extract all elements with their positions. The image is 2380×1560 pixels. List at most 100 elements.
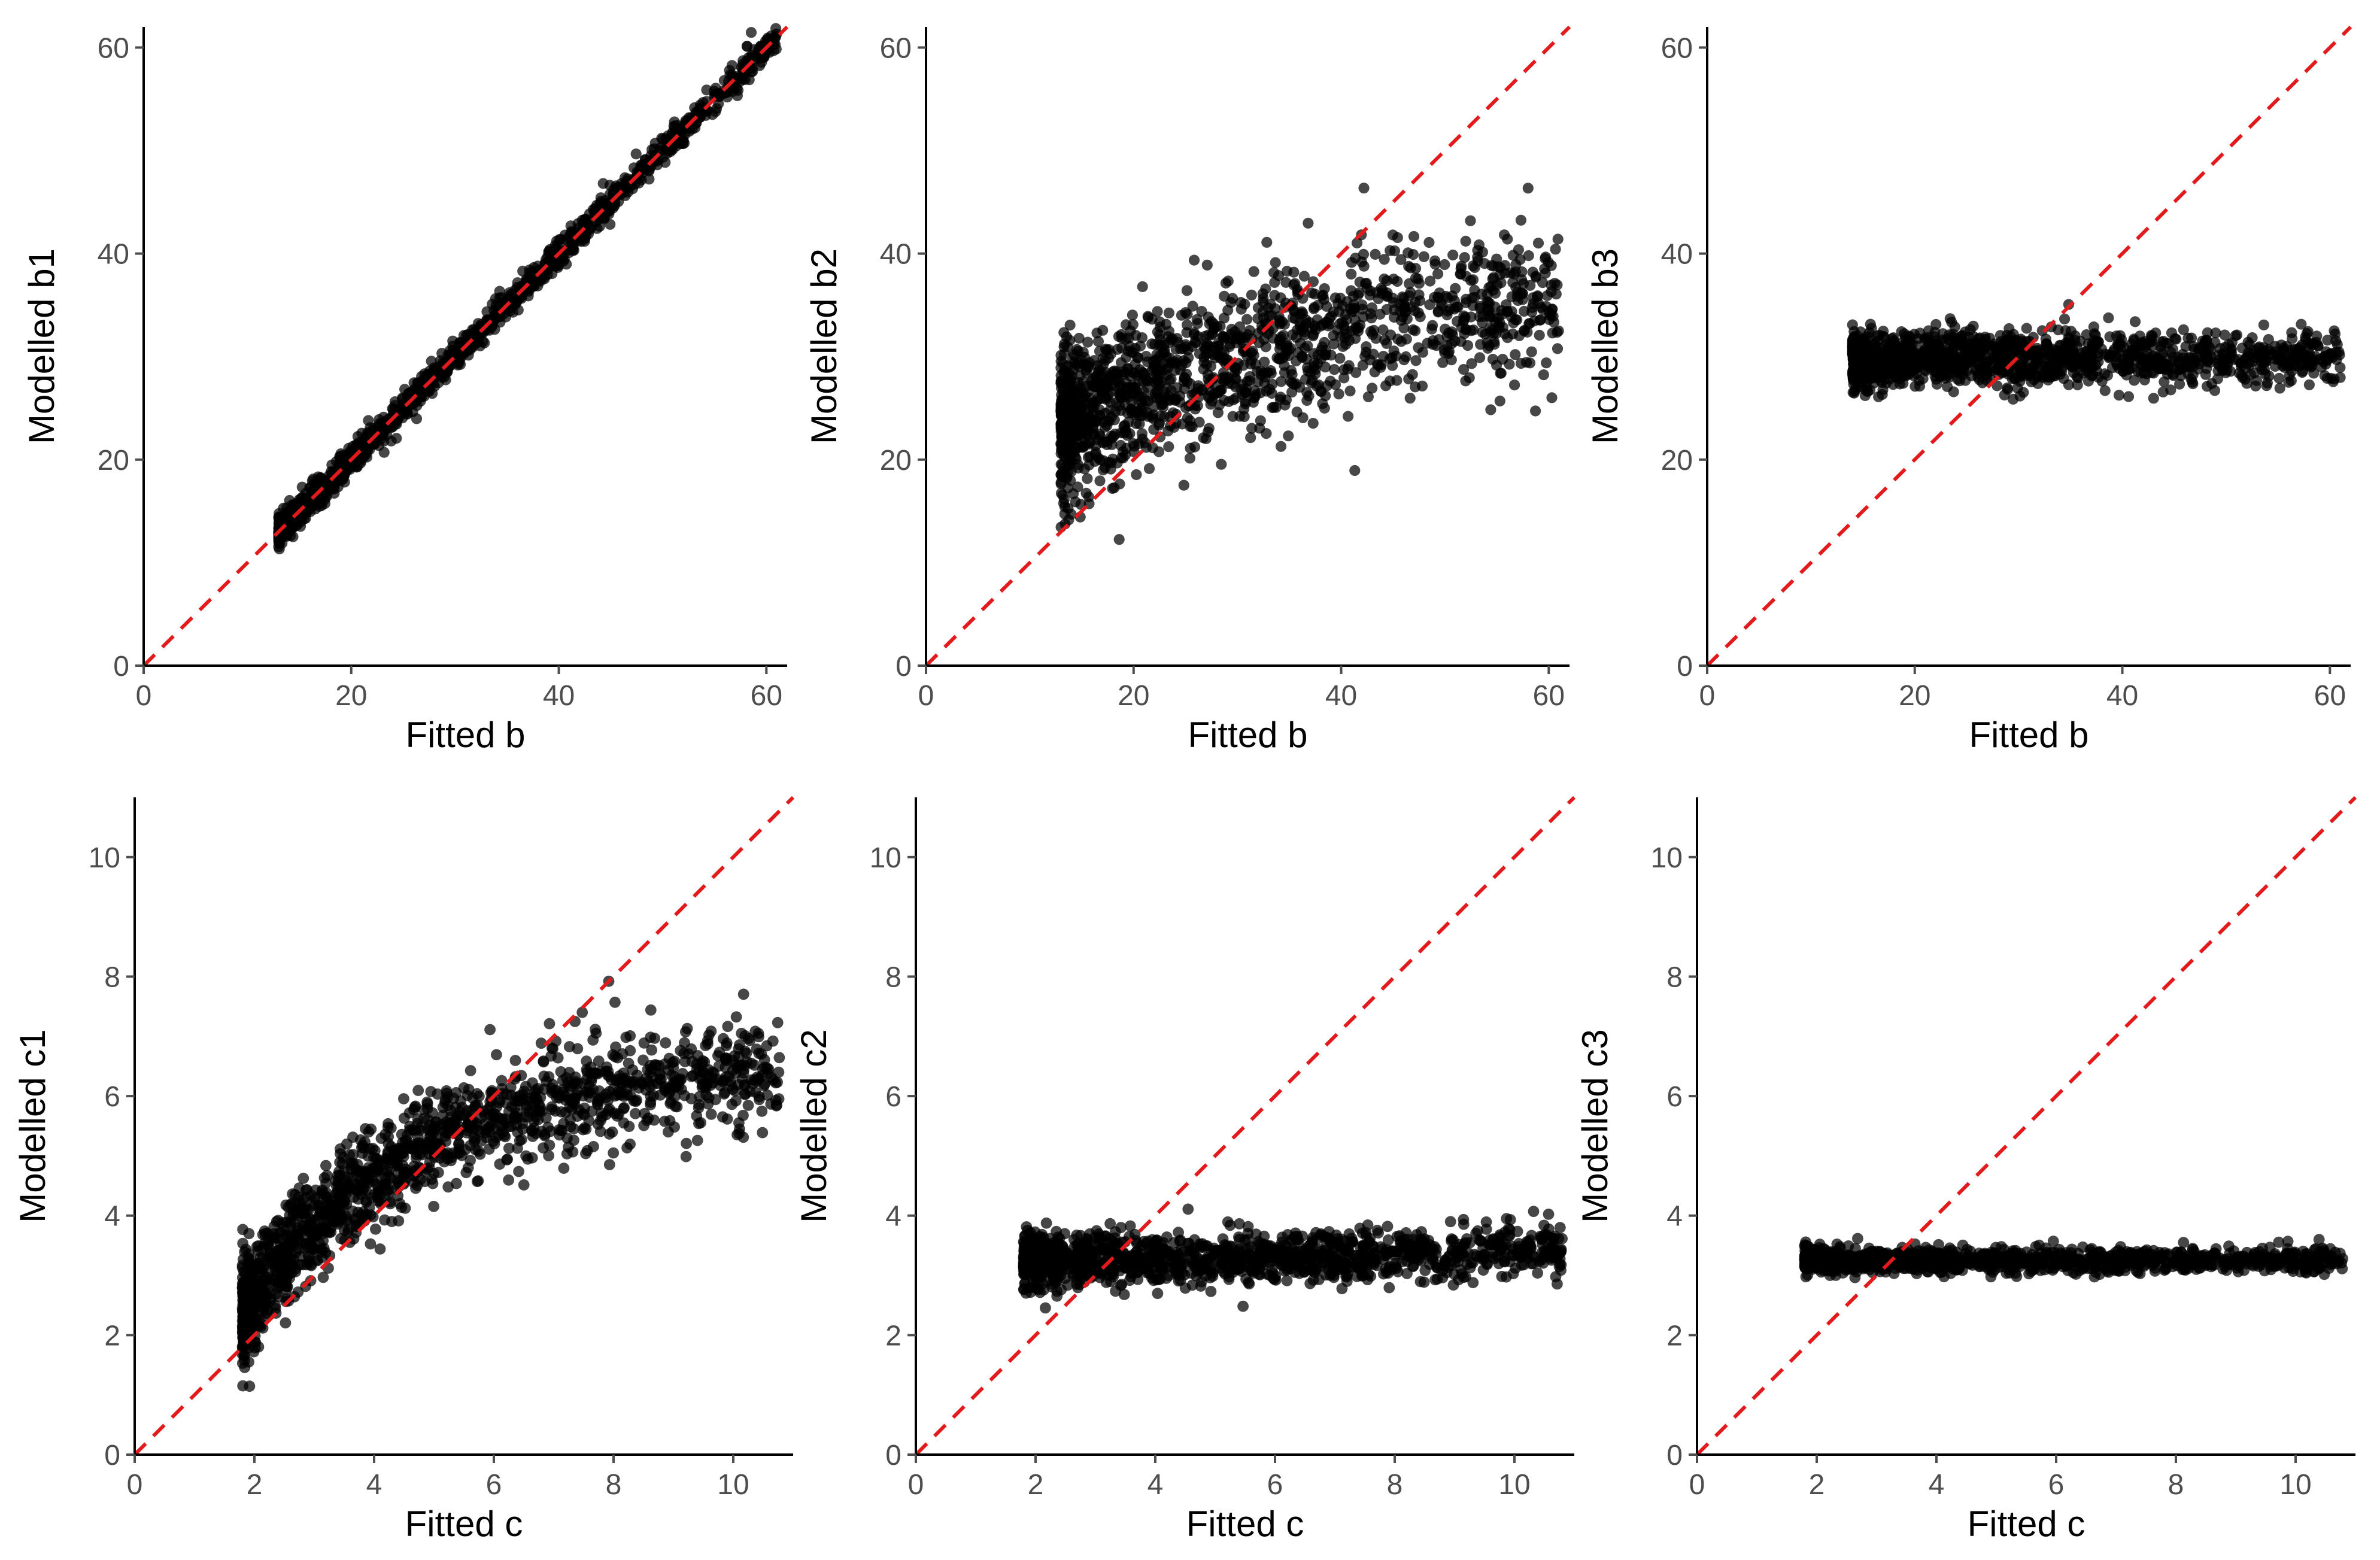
scatter-point — [1266, 368, 1277, 379]
scatter-point — [1137, 332, 1148, 343]
scatter-point — [1449, 303, 1460, 314]
scatter-point — [2209, 385, 2220, 396]
scatter-point — [1182, 327, 1192, 338]
scatter-point — [2308, 339, 2318, 350]
scatter-point — [1295, 338, 1306, 348]
scatter-point — [1113, 331, 1124, 342]
scatter-point — [1185, 453, 1195, 463]
scatter-point — [521, 274, 532, 284]
scatter-point — [1911, 341, 1922, 351]
scatter-point — [2243, 358, 2254, 369]
scatter-point — [1283, 430, 1294, 441]
y-tick-label: 60 — [98, 32, 129, 64]
scatter-point — [1499, 329, 1510, 339]
scatter-point — [1204, 423, 1215, 434]
scatter-point — [1154, 329, 1165, 340]
scatter-point — [738, 989, 749, 1000]
scatter-point — [1876, 347, 1887, 358]
scatter-point — [1495, 368, 1506, 379]
scatter-point — [759, 51, 770, 62]
scatter-point — [1130, 343, 1141, 354]
scatter-point — [1396, 315, 1407, 326]
scatter-point — [2014, 344, 2025, 354]
scatter-point — [1446, 326, 1457, 337]
scatter-point — [1403, 374, 1414, 384]
x-axis-title: Fitted b — [1969, 715, 2088, 755]
scatter-point — [1106, 457, 1116, 468]
scatter-point — [1401, 333, 1412, 344]
scatter-point — [1517, 289, 1528, 299]
scatter-point — [747, 66, 758, 77]
scatter-point — [2267, 348, 2278, 359]
scatter-point — [1523, 250, 1534, 261]
scatter-point — [772, 1017, 784, 1028]
scatter-point — [2111, 357, 2122, 368]
scatter-point — [1358, 360, 1368, 371]
scatter-point — [1166, 335, 1177, 345]
scatter-point — [1516, 215, 1526, 226]
scatter-point — [2258, 320, 2269, 330]
scatter-point — [1258, 296, 1268, 307]
scatter-point — [1221, 278, 1231, 289]
y-tick-label: 40 — [98, 239, 129, 271]
y-tick-label: 40 — [1661, 239, 1693, 271]
scatter-point — [1189, 255, 1200, 266]
scatter-point — [2103, 312, 2114, 323]
scatter-point — [2114, 390, 2124, 400]
scatter-point — [1084, 411, 1095, 422]
scatter-point — [2226, 344, 2237, 354]
scatter-point — [1433, 306, 1444, 317]
scatter-point — [1088, 373, 1098, 384]
scatter-point — [2261, 380, 2272, 391]
scatter-point — [1216, 373, 1227, 384]
scatter-point — [2230, 330, 2241, 341]
scatter-point — [1884, 374, 1895, 384]
scatter-point — [298, 1173, 309, 1184]
scatter-point — [1261, 237, 1272, 248]
scatter-point — [1237, 389, 1247, 400]
scatter-point — [1455, 269, 1466, 280]
scatter-point — [1353, 290, 1364, 301]
scatter-point — [1458, 311, 1469, 321]
scatter-point — [1465, 216, 1476, 226]
scatter-point — [436, 371, 447, 381]
scatter-point — [2237, 372, 2248, 383]
scatter-point — [1212, 321, 1222, 332]
scatter-point — [1092, 360, 1103, 371]
scatter-point — [604, 1159, 615, 1170]
scatter-point — [2123, 391, 2134, 402]
scatter-point — [1182, 285, 1192, 296]
scatter-point — [1474, 301, 1485, 312]
scatter-point — [2062, 338, 2073, 348]
scatter-point — [1513, 244, 1524, 255]
scatter-point — [1137, 281, 1148, 292]
scatter-point — [2202, 335, 2212, 346]
scatter-point — [1193, 331, 1204, 342]
scatter-point — [1249, 266, 1259, 277]
scatter-point — [1474, 352, 1485, 363]
scatter-point — [2100, 385, 2111, 396]
scatter-point — [2093, 372, 2103, 383]
scatter-point — [2187, 377, 2197, 387]
y-tick-label: 60 — [1661, 32, 1693, 64]
scatter-point — [1530, 405, 1541, 416]
scatter-point — [2212, 358, 2223, 369]
scatter-point — [2112, 339, 2123, 350]
scatter-point — [1531, 272, 1541, 283]
scatter-point — [1080, 365, 1091, 376]
scatter-point — [1389, 304, 1400, 315]
scatter-point — [1989, 341, 1999, 352]
scatter-point — [724, 69, 735, 80]
scatter-point — [1948, 386, 1959, 397]
scatter-point — [1293, 347, 1304, 358]
scatter-point — [280, 1318, 292, 1329]
scatter-point — [2212, 374, 2223, 384]
scatter-point — [1164, 375, 1175, 386]
scatter-point — [1142, 407, 1152, 418]
scatter-point — [1128, 319, 1139, 330]
scatter-point — [1270, 257, 1281, 268]
scatter-point — [544, 244, 555, 255]
scatter-point — [1540, 268, 1551, 278]
scatter-point — [1887, 333, 1898, 344]
